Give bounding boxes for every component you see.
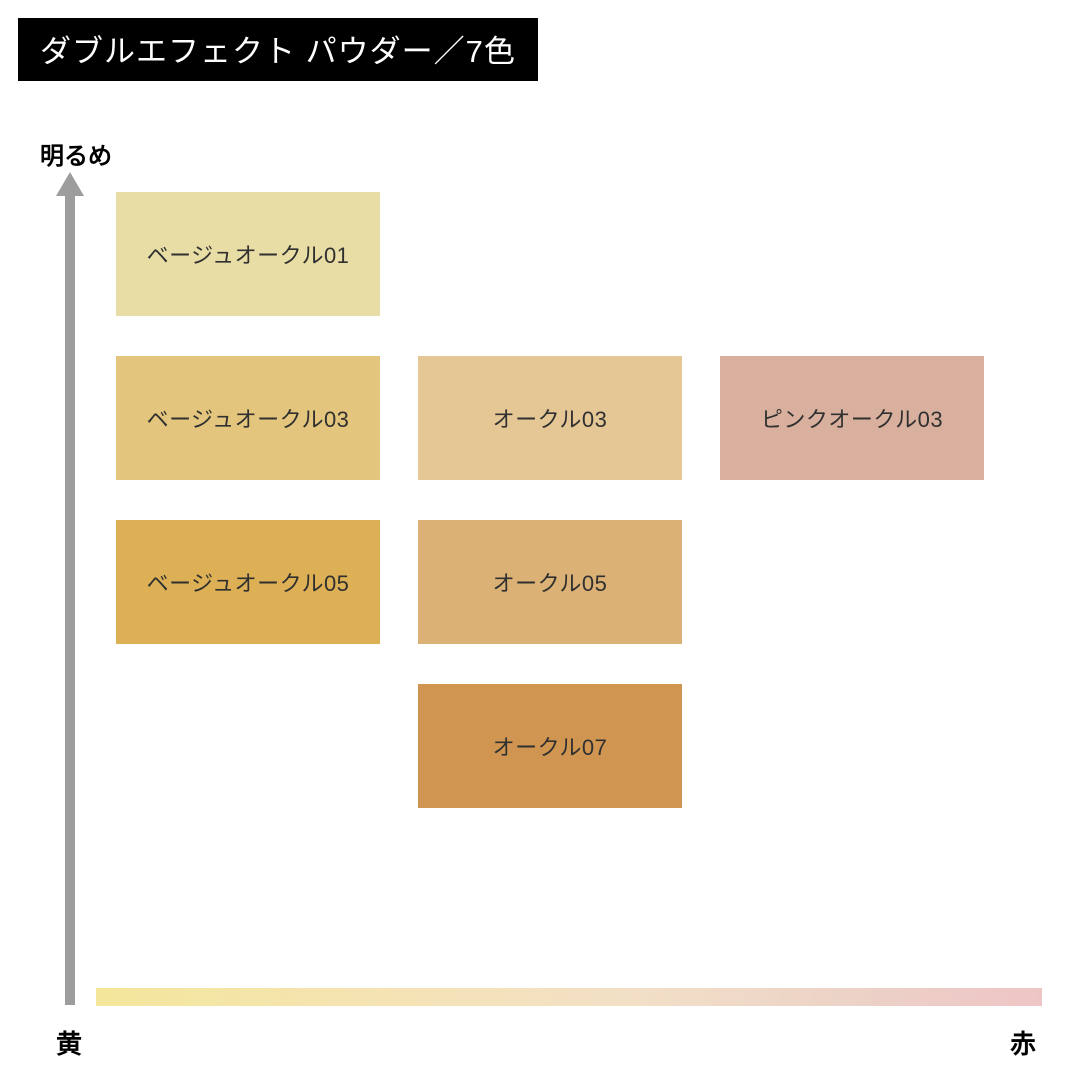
swatch-label: ベージュオークル01 [147,238,350,270]
page-title: ダブルエフェクト パウダー／7色 [18,18,538,81]
x-axis-gradient [96,988,1042,1006]
swatch-label: オークル05 [493,566,608,598]
swatch: ベージュオークル05 [116,520,380,644]
x-axis-label-right: 赤 [1010,1024,1036,1061]
swatch-label: ピンクオークル03 [761,402,943,434]
swatch: ベージュオークル01 [116,192,380,316]
swatch-label: オークル03 [493,402,608,434]
y-axis-label-text: 明るめ [40,143,112,170]
swatch: オークル05 [418,520,682,644]
page-title-text: ダブルエフェクト パウダー／7色 [40,34,516,69]
swatch-label: ベージュオークル03 [147,402,350,434]
swatch: ベージュオークル03 [116,356,380,480]
x-axis-label-left-text: 黄 [56,1029,82,1059]
y-axis-arrow [54,172,86,1007]
swatch: オークル07 [418,684,682,808]
swatch: ピンクオークル03 [720,356,984,480]
swatch: オークル03 [418,356,682,480]
y-axis-label: 明るめ [40,136,112,171]
swatch-label: オークル07 [493,730,608,762]
swatch-label: ベージュオークル05 [147,566,350,598]
x-axis-label-right-text: 赤 [1010,1029,1036,1059]
x-axis-label-left: 黄 [56,1024,82,1061]
